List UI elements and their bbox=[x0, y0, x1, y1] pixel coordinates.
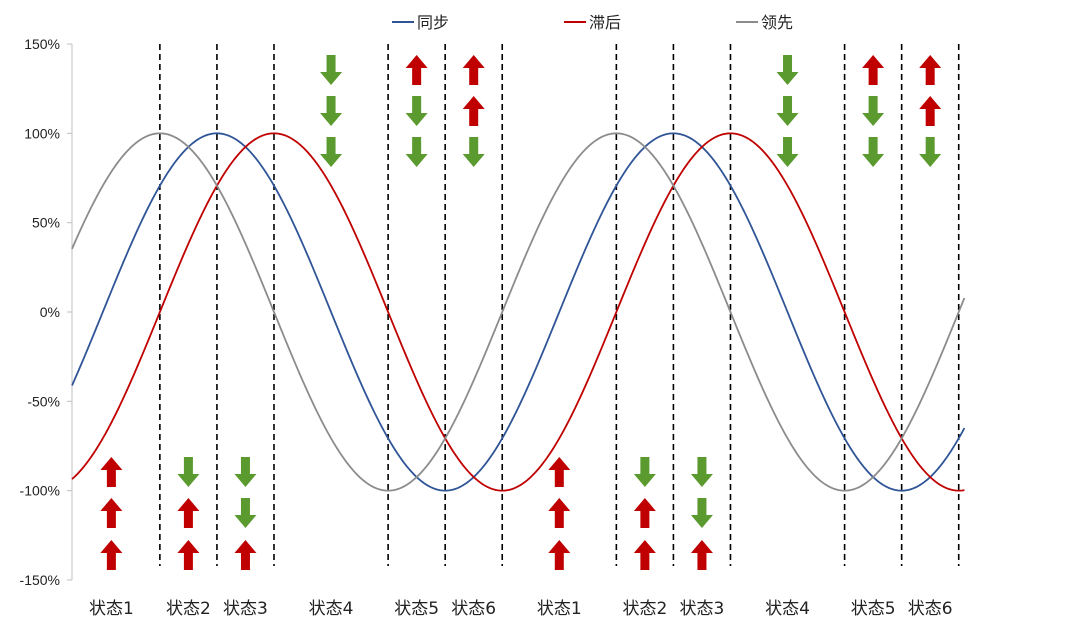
arrow-up-icon bbox=[633, 498, 656, 528]
arrow-up-icon bbox=[462, 96, 485, 126]
y-tick-label: 50% bbox=[32, 215, 60, 231]
arrow-up-icon bbox=[862, 55, 885, 85]
arrow-down-icon bbox=[462, 137, 485, 167]
y-tick-label: 100% bbox=[24, 125, 60, 141]
state-label: 状态3 bbox=[680, 599, 725, 619]
arrow-up-icon bbox=[633, 540, 656, 570]
arrow-up-icon bbox=[177, 540, 200, 570]
arrow-down-icon bbox=[690, 498, 713, 528]
arrow-up-icon bbox=[548, 540, 571, 570]
arrow-down-icon bbox=[320, 55, 343, 85]
arrow-down-icon bbox=[919, 137, 942, 167]
arrow-down-icon bbox=[690, 457, 713, 487]
y-tick-label: -150% bbox=[20, 572, 60, 588]
arrow-up-icon bbox=[177, 498, 200, 528]
arrow-down-icon bbox=[234, 498, 257, 528]
series-lines bbox=[71, 132, 966, 492]
state-label: 状态1 bbox=[89, 599, 134, 619]
arrow-up-icon bbox=[548, 457, 571, 487]
arrow-down-icon bbox=[862, 96, 885, 126]
arrow-up-icon bbox=[234, 540, 257, 570]
arrow-up-icon bbox=[548, 498, 571, 528]
arrow-down-icon bbox=[234, 457, 257, 487]
state-label: 状态1 bbox=[537, 599, 582, 619]
arrow-up-icon bbox=[405, 55, 428, 85]
arrow-up-icon bbox=[919, 55, 942, 85]
series-line-同步 bbox=[71, 132, 966, 492]
series-line-滞后 bbox=[71, 132, 965, 492]
arrow-down-icon bbox=[776, 55, 799, 85]
state-label: 状态2 bbox=[166, 599, 211, 619]
y-tick-label: -100% bbox=[20, 483, 60, 499]
state-label: 状态6 bbox=[451, 599, 496, 619]
arrow-down-icon bbox=[776, 137, 799, 167]
arrow-down-icon bbox=[177, 457, 200, 487]
state-label: 状态5 bbox=[394, 599, 439, 619]
arrow-down-icon bbox=[405, 137, 428, 167]
arrow-up-icon bbox=[100, 498, 123, 528]
state-label: 状态2 bbox=[622, 599, 667, 619]
arrow-up-icon bbox=[100, 457, 123, 487]
state-label: 状态3 bbox=[223, 599, 268, 619]
y-tick-label: -50% bbox=[27, 393, 60, 409]
direction-arrows bbox=[100, 55, 942, 570]
arrow-up-icon bbox=[462, 55, 485, 85]
state-label: 状态4 bbox=[765, 599, 810, 619]
arrow-up-icon bbox=[919, 96, 942, 126]
legend: 同步 滞后 领先 bbox=[392, 13, 793, 32]
legend-label: 滞后 bbox=[589, 13, 621, 32]
arrow-down-icon bbox=[633, 457, 656, 487]
state-label: 状态5 bbox=[851, 599, 896, 619]
y-tick-label: 0% bbox=[40, 304, 60, 320]
state-labels: 状态1 状态2 状态3 状态4 状态5 状态6 状态1 状态2 状态3 状态4 状态5 状态6 bbox=[89, 599, 953, 619]
arrow-down-icon bbox=[320, 96, 343, 126]
arrow-down-icon bbox=[405, 96, 428, 126]
phase-boundary-lines bbox=[159, 44, 960, 566]
state-label: 状态4 bbox=[309, 599, 354, 619]
arrow-down-icon bbox=[862, 137, 885, 167]
y-axis: 150% 100% 50% 0% -50% -100% -150% bbox=[20, 36, 73, 588]
legend-label: 领先 bbox=[761, 13, 793, 32]
arrow-down-icon bbox=[776, 96, 799, 126]
series-line-领先 bbox=[71, 132, 966, 492]
state-label: 状态6 bbox=[908, 599, 953, 619]
arrow-down-icon bbox=[320, 137, 343, 167]
y-tick-label: 150% bbox=[24, 36, 60, 52]
arrow-up-icon bbox=[690, 540, 713, 570]
arrow-up-icon bbox=[100, 540, 123, 570]
legend-label: 同步 bbox=[417, 13, 449, 32]
